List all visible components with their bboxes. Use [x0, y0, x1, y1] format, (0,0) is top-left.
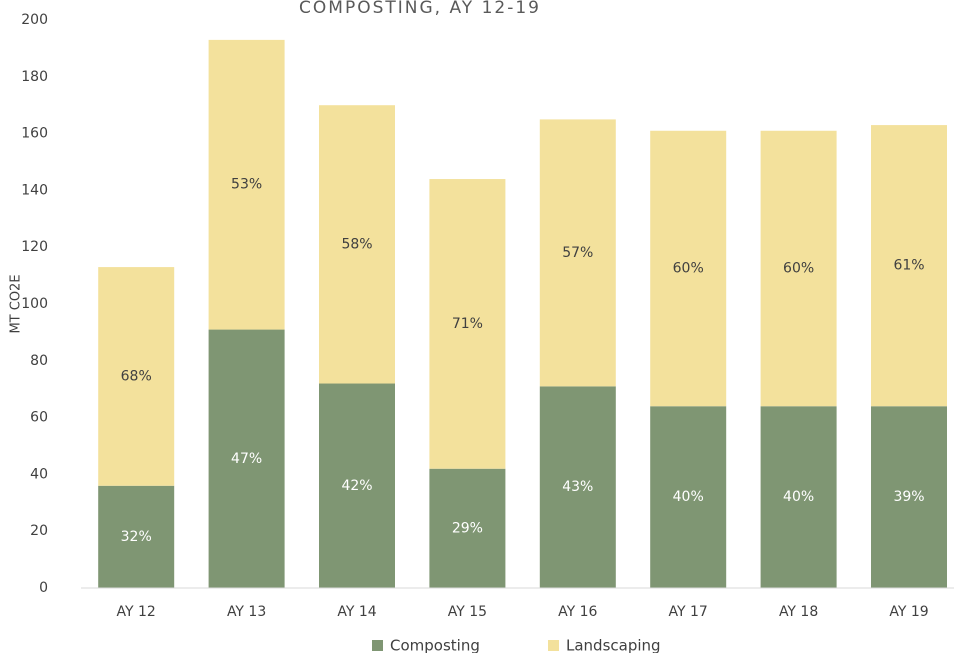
- data-label: 53%: [231, 177, 262, 193]
- x-tick-label: AY 14: [337, 604, 376, 620]
- bar-segment: [319, 383, 395, 588]
- y-tick-label: 180: [21, 69, 48, 85]
- bar-segment: [871, 406, 947, 588]
- y-tick-label: 0: [39, 580, 48, 596]
- data-label: 47%: [231, 451, 262, 467]
- legend-swatch: [548, 640, 559, 651]
- data-label: 32%: [121, 529, 152, 545]
- y-tick-label: 140: [21, 182, 48, 198]
- bar-segment: [650, 130, 727, 407]
- x-tick-label: AY 12: [117, 604, 156, 620]
- bar-segment: [760, 406, 837, 588]
- bar-segment: [650, 406, 727, 588]
- data-label: 60%: [783, 261, 814, 277]
- bar-segment: [760, 130, 837, 407]
- bar-segment: [871, 125, 947, 407]
- y-tick-label: 120: [21, 239, 48, 255]
- data-label: 42%: [341, 478, 372, 494]
- data-label: 40%: [783, 489, 814, 505]
- data-label: 71%: [452, 316, 483, 332]
- legend-label: Composting: [390, 637, 480, 653]
- bar-segment: [208, 39, 285, 330]
- y-tick-label: 200: [21, 12, 48, 28]
- legend-label: Landscaping: [566, 637, 661, 653]
- bar-segment: [539, 119, 616, 387]
- y-tick-label: 80: [30, 353, 48, 369]
- y-tick-label: 20: [30, 523, 48, 539]
- data-label: 39%: [893, 489, 924, 505]
- bar-segment: [319, 105, 395, 384]
- x-tick-label: AY 16: [558, 604, 597, 620]
- data-label: 29%: [452, 520, 483, 536]
- bar-segment: [98, 485, 175, 588]
- data-label: 61%: [893, 258, 924, 274]
- bar-segment: [539, 386, 616, 588]
- data-label: 43%: [562, 479, 593, 495]
- data-label: 60%: [673, 261, 704, 277]
- x-tick-label: AY 18: [779, 604, 818, 620]
- x-tick-label: AY 15: [448, 604, 487, 620]
- y-axis-label: MT CO2E: [9, 274, 24, 333]
- data-label: 68%: [121, 368, 152, 384]
- bar-segment: [208, 329, 285, 588]
- bar-segment: [429, 179, 506, 469]
- data-label: 40%: [673, 489, 704, 505]
- bar-segment: [429, 468, 506, 588]
- y-tick-label: 160: [21, 126, 48, 142]
- data-label: 57%: [562, 245, 593, 261]
- x-tick-label: AY 13: [227, 604, 266, 620]
- y-tick-label: 60: [30, 410, 48, 426]
- x-tick-label: AY 19: [889, 604, 928, 620]
- x-tick-label: AY 17: [669, 604, 708, 620]
- bar-segment: [98, 267, 175, 486]
- data-label: 58%: [341, 236, 372, 252]
- legend-swatch: [372, 640, 383, 651]
- y-tick-label: 40: [30, 466, 48, 482]
- chart-title: COMPOSTING, AY 12-19: [299, 0, 541, 18]
- y-tick-label: 100: [21, 296, 48, 312]
